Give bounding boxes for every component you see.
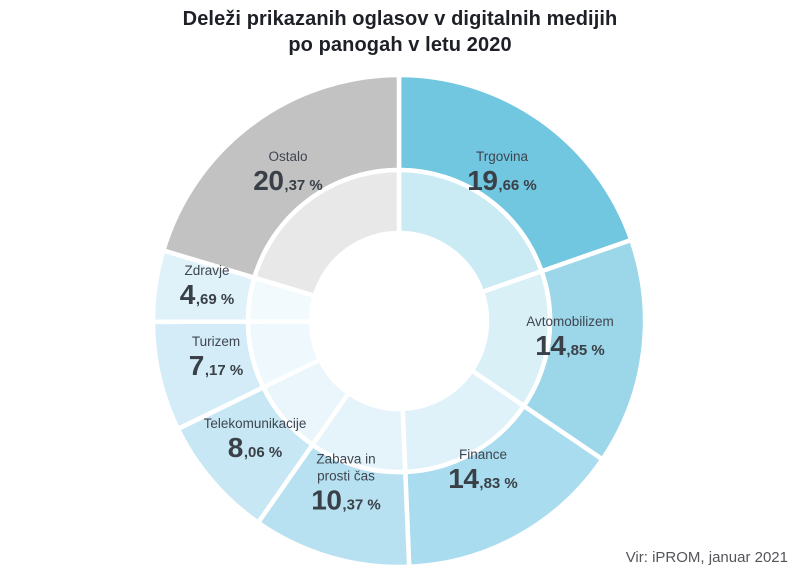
donut-slice bbox=[251, 167, 402, 299]
title-line-1: Deleži prikazanih oglasov v digitalnih m… bbox=[182, 8, 618, 30]
source-credit: Vir: iPROM, januar 2021 bbox=[625, 549, 788, 566]
title-line-2: po panogah v letu 2020 bbox=[288, 34, 512, 56]
donut-slice bbox=[396, 167, 545, 295]
page-title: Deleži prikazanih oglasov v digitalnih m… bbox=[0, 6, 800, 58]
